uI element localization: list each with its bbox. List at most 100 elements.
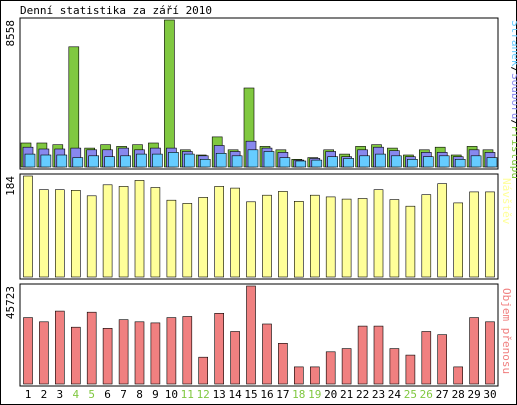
bar-volume-day-23: [373, 325, 384, 385]
y-max-label: 184: [4, 176, 17, 196]
bar-visits-day-15: [246, 201, 256, 278]
bar-visits-day-19: [309, 194, 320, 278]
bar-volume-day-22: [357, 325, 368, 385]
x-tick-label: 17: [276, 388, 289, 401]
bar-volume-day-9: [150, 322, 161, 385]
x-tick-label: 1: [25, 388, 32, 401]
bar-volume-day-14: [230, 331, 240, 385]
volume-legend: Objem přenosu: [500, 288, 513, 374]
chart-title: Denní statistika za září 2010: [20, 4, 212, 17]
bar-strnek-day-10: [168, 152, 179, 168]
bar-volume-day-27: [437, 334, 448, 385]
bar-volume-day-28: [453, 366, 464, 385]
y-max-label: 45723: [4, 286, 17, 319]
bar-strnek-day-9: [152, 153, 163, 168]
panel-frame: [19, 173, 499, 280]
legend-item: Souborů: [509, 73, 517, 119]
x-tick-label: 7: [120, 388, 127, 401]
x-tick-label: 27: [436, 388, 449, 401]
x-tick-label: 30: [483, 388, 496, 401]
bar-visits-day-2: [39, 189, 49, 278]
bar-strnek-day-2: [40, 154, 52, 168]
bar-strnek-day-1: [24, 153, 36, 168]
bar-visits-day-8: [134, 180, 145, 278]
bar-volume-day-18: [293, 366, 304, 385]
panel-visits: 184 Návštěv: [4, 173, 513, 280]
x-axis-labels: 1 2 3 4 5 6 7 8 9 10 11 12 13 14 15 16 17 18 19 20 21 22 23 24 2…: [25, 388, 497, 401]
x-tick-label: 28: [452, 388, 465, 401]
bar-volume-day-4: [71, 326, 81, 385]
x-tick-label: 10: [165, 388, 178, 401]
panel-frame: [19, 283, 499, 387]
bar-visits-day-13: [214, 186, 224, 278]
bar-strnek-day-23: [375, 153, 386, 168]
x-tick-label: 24: [388, 388, 402, 401]
bar-strnek-day-19: [311, 159, 323, 168]
legend-separator: /: [509, 66, 517, 73]
x-tick-label: 4: [72, 388, 79, 401]
bar-volume-day-10: [166, 317, 177, 385]
bar-volume-day-3: [54, 310, 65, 385]
hits-legend: Stránek/Souborů/Přístupů: [509, 20, 517, 179]
bar-strnek-day-15: [247, 149, 259, 168]
bar-volume-day-8: [134, 321, 145, 385]
bar-volume-day-16: [262, 323, 272, 385]
bar-visits-day-10: [166, 199, 177, 278]
bar-strnek-day-5: [88, 155, 99, 168]
bar-volume-day-11: [182, 316, 193, 385]
legend-item: Přístupů: [509, 126, 517, 179]
bar-visits-day-27: [437, 183, 448, 278]
bar-volume-day-24: [389, 348, 400, 385]
bar-strnek-day-16: [263, 151, 275, 168]
bar-visits-day-28: [453, 202, 464, 278]
bar-volume-day-29: [469, 317, 479, 385]
bar-strnek-day-11: [184, 153, 195, 168]
bar-strnek-day-7: [120, 155, 131, 168]
bar-visits-day-23: [373, 189, 384, 278]
bar-visits-day-14: [230, 187, 240, 278]
bar-strnek-day-14: [231, 155, 243, 168]
bar-visits-day-17: [278, 191, 288, 278]
bar-strnek-day-21: [343, 158, 354, 168]
bar-visits-day-12: [198, 197, 208, 278]
x-tick-label: 18: [292, 388, 305, 401]
y-max-label: 8558: [4, 20, 17, 47]
bar-strnek-day-24: [391, 155, 402, 168]
x-tick-label: 6: [104, 388, 111, 401]
bar-volume-day-1: [23, 317, 33, 385]
x-tick-label: 13: [213, 388, 226, 401]
bar-volume-day-6: [102, 327, 113, 385]
x-tick-label: 3: [56, 388, 63, 401]
bar-volume-day-7: [118, 319, 129, 385]
bar-visits-day-24: [389, 199, 400, 278]
x-tick-label: 11: [181, 388, 194, 401]
legend-item: Stránek: [509, 20, 517, 67]
bar-visits-day-30: [485, 191, 495, 278]
bar-visits-day-4: [71, 190, 81, 278]
bar-visits-day-22: [357, 198, 368, 278]
bar-volume-day-20: [325, 351, 336, 385]
bar-visits-day-25: [405, 205, 416, 278]
x-tick-label: 12: [197, 388, 210, 401]
bar-volume-day-19: [309, 366, 320, 385]
panels: 8558Stránek/Souborů/Přístupů184Návštěv45…: [4, 17, 517, 387]
x-tick-label: 20: [324, 388, 337, 401]
bar-visits-day-6: [102, 184, 113, 278]
bar-strnek-day-12: [199, 159, 211, 168]
bar-pstup-day-10: [164, 19, 175, 168]
bar-strnek-day-30: [486, 157, 498, 168]
x-tick-label: 22: [356, 388, 369, 401]
bar-visits-day-20: [325, 196, 336, 278]
bar-volume-day-12: [198, 356, 208, 385]
legend-separator: /: [509, 119, 517, 126]
x-tick-label: 15: [244, 388, 257, 401]
x-tick-label: 26: [420, 388, 433, 401]
panel-frame: [19, 17, 499, 170]
bar-strnek-day-17: [279, 157, 291, 168]
bar-volume-day-15: [246, 285, 256, 385]
bar-strnek-day-6: [104, 156, 115, 168]
bar-visits-day-5: [86, 195, 97, 278]
bar-volume-day-21: [341, 348, 352, 385]
